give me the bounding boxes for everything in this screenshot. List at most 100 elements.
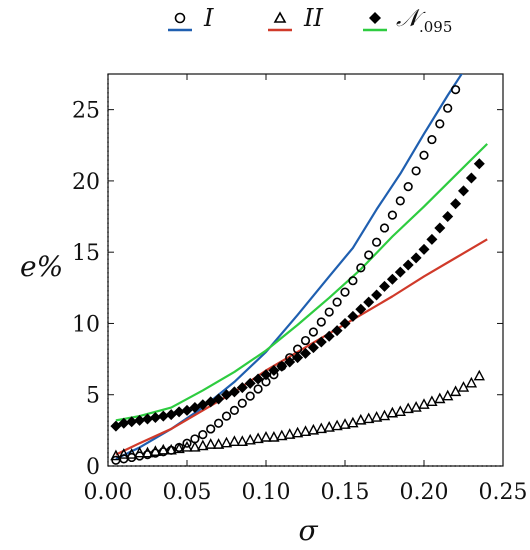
point-I_points-41 — [435, 119, 445, 129]
point-II_points-20 — [268, 430, 280, 442]
point-II_points-13 — [212, 438, 225, 449]
y-axis-label: e% — [20, 250, 63, 283]
point-N_points-8 — [173, 406, 185, 418]
point-II_points-17 — [244, 433, 256, 445]
point-N_points-36 — [394, 266, 406, 278]
point-N_points-24 — [300, 347, 311, 359]
point-N_points-26 — [315, 336, 327, 348]
point-II_points-32 — [363, 412, 375, 424]
point-I_points-33 — [372, 237, 382, 247]
point-II_points-38 — [410, 401, 422, 412]
point-II_points-4 — [141, 446, 154, 458]
plot-frame — [107, 73, 504, 467]
point-I_points-16 — [237, 398, 247, 408]
x-tick-label-2: 0.10 — [242, 480, 291, 505]
point-II_points-35 — [386, 406, 399, 418]
point-I_points-38 — [411, 166, 421, 176]
point-II_points-45 — [465, 376, 478, 388]
point-II_points-36 — [394, 405, 406, 417]
point-II_points-2 — [126, 448, 138, 459]
point-I_points-29 — [340, 287, 350, 297]
point-I_points-15 — [229, 405, 239, 416]
point-I_points-12 — [206, 424, 216, 434]
point-II_points-12 — [205, 438, 217, 449]
legend-entry-i: I — [168, 4, 214, 32]
point-I_points-30 — [348, 276, 358, 286]
point-I_points-11 — [198, 430, 208, 440]
point-N_points-19 — [260, 369, 272, 381]
point-N_points-2 — [126, 416, 138, 428]
point-N_points-45 — [465, 172, 477, 184]
legend-entry-ii: II — [268, 4, 323, 32]
x-tick-label-1: 0.05 — [163, 480, 212, 505]
point-II_points-41 — [434, 392, 446, 404]
point-II_points-43 — [449, 385, 462, 397]
point-II_points-22 — [284, 428, 296, 439]
point-N_points-23 — [292, 352, 304, 364]
point-N_points-6 — [157, 410, 169, 422]
x-tick-label-0: 0.00 — [84, 480, 133, 505]
point-N_points-22 — [284, 356, 296, 368]
x-axis-label: σ — [298, 514, 318, 547]
point-N_points-29 — [339, 317, 351, 329]
point-N_points-3 — [134, 414, 146, 426]
point-I_points-36 — [395, 196, 405, 206]
point-I_points-34 — [379, 223, 390, 233]
point-II_points-46 — [473, 369, 485, 381]
point-II_points-42 — [442, 389, 454, 401]
point-I_points-40 — [427, 134, 437, 145]
point-II_points-5 — [149, 445, 162, 456]
point-II_points-14 — [220, 436, 233, 448]
point-II_points-8 — [173, 442, 185, 454]
point-N_points-25 — [307, 342, 319, 354]
point-II_points-27 — [323, 421, 335, 432]
point-II_points-9 — [181, 440, 193, 452]
y-tick-label-4: 20 — [72, 170, 100, 195]
point-II_points-25 — [307, 423, 320, 435]
y-tick-label-3: 15 — [72, 241, 100, 266]
point-II_points-10 — [189, 440, 201, 452]
series-markers — [110, 85, 485, 465]
point-N_points-16 — [236, 382, 248, 394]
point-N_points-43 — [450, 198, 462, 210]
point-II_points-19 — [260, 430, 272, 442]
point-N_points-5 — [149, 412, 161, 424]
point-II_points-23 — [291, 426, 304, 438]
point-N_points-41 — [434, 222, 446, 234]
point-II_points-18 — [252, 432, 264, 444]
legend-entry-n: 𝒩.095 — [363, 4, 452, 36]
point-I_points-27 — [324, 307, 334, 317]
y-tick-label-0: 0 — [86, 455, 100, 480]
legend-marker-n — [369, 12, 381, 24]
x-tick-label-3: 0.15 — [321, 480, 370, 505]
point-N_points-20 — [268, 364, 280, 376]
point-I_points-31 — [356, 263, 366, 273]
point-I_points-43 — [451, 85, 461, 95]
point-II_points-44 — [457, 381, 470, 392]
point-I_points-9 — [182, 438, 192, 448]
point-II_points-21 — [276, 429, 288, 441]
x-tick-label-5: 0.25 — [479, 480, 528, 505]
y-tick-label-5: 25 — [72, 99, 100, 124]
series-lines — [115, 74, 488, 460]
point-I_points-18 — [253, 384, 263, 394]
point-N_points-15 — [228, 386, 240, 398]
point-II_points-37 — [402, 402, 414, 414]
point-I_points-37 — [403, 182, 413, 192]
legend-marker-i — [174, 12, 186, 24]
point-N_points-31 — [355, 303, 367, 315]
series-line-N_line — [115, 143, 488, 422]
point-II_points-39 — [418, 398, 430, 409]
legend-label-i: I — [203, 4, 214, 32]
point-II_points-33 — [370, 411, 383, 422]
legend: I II 𝒩.095 — [168, 4, 452, 36]
x-tick-label-4: 0.20 — [400, 480, 449, 505]
y-axis-ticks: 0 5 10 15 20 25 — [72, 99, 503, 480]
point-I_points-0 — [111, 455, 121, 465]
point-I_points-26 — [316, 317, 326, 327]
point-N_points-13 — [213, 393, 225, 405]
point-II_points-0 — [110, 449, 122, 461]
point-II_points-31 — [355, 413, 367, 425]
point-II_points-15 — [228, 435, 241, 446]
point-II_points-1 — [118, 448, 130, 459]
